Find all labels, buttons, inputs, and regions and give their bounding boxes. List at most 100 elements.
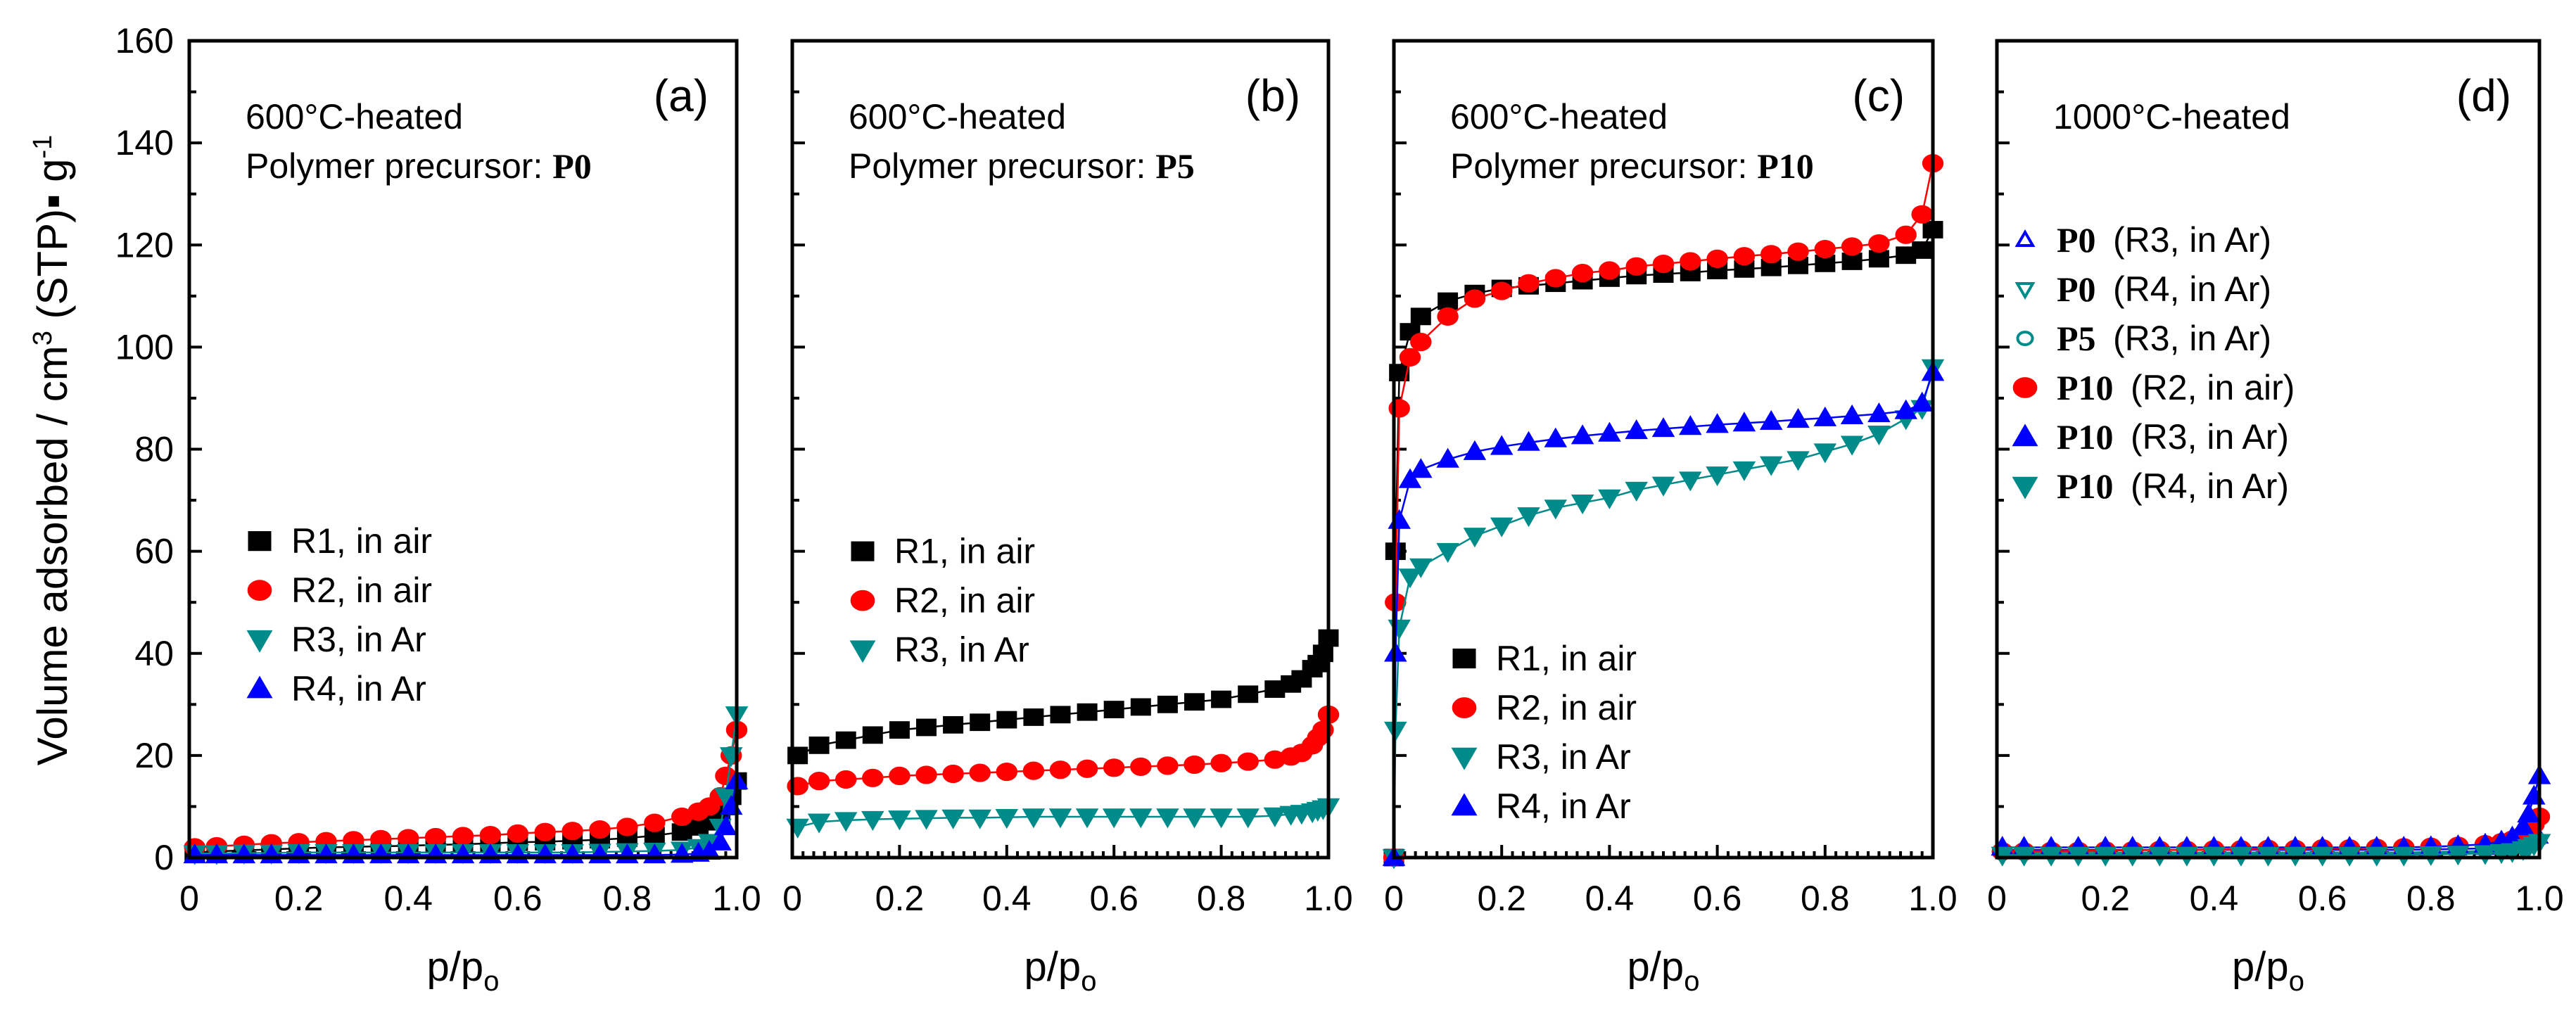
data-point <box>1814 239 1836 259</box>
x-tick-label: 0.2 <box>1477 879 1526 918</box>
data-point <box>1183 808 1206 829</box>
data-point <box>1841 237 1863 256</box>
data-point <box>889 766 911 786</box>
x-axis-label: p/po <box>1628 944 1700 997</box>
data-point <box>1490 435 1514 455</box>
data-point <box>1910 391 1934 412</box>
x-tick-label: 0 <box>179 879 199 918</box>
legend-marker <box>1451 747 1478 770</box>
data-point <box>915 765 937 784</box>
data-point <box>1463 440 1487 460</box>
x-tick-label: 0.8 <box>1801 879 1850 918</box>
x-tick-label: 0.4 <box>1585 879 1635 918</box>
data-point <box>1437 307 1459 326</box>
legend-marker <box>247 580 272 601</box>
data-point <box>534 822 556 841</box>
series-r1-in-air <box>787 629 1339 765</box>
data-point <box>2511 815 2535 836</box>
series-r4-in-ar <box>183 769 749 864</box>
data-point <box>1706 249 1728 268</box>
data-point <box>616 817 638 836</box>
data-point <box>1544 499 1568 520</box>
y-tick-label: 120 <box>115 225 174 265</box>
data-point <box>1157 756 1179 775</box>
data-point <box>1410 333 1432 352</box>
y-tick-label: 20 <box>134 736 174 775</box>
data-point <box>1238 685 1259 704</box>
data-point <box>889 721 910 739</box>
data-point <box>943 715 964 734</box>
panel-label: (b) <box>1245 70 1300 121</box>
data-point <box>1679 471 1702 492</box>
data-point <box>1312 720 1334 739</box>
data-point <box>1398 468 1422 488</box>
data-point <box>2523 784 2546 805</box>
panel-c: 0 0.2 0.4 0.6 0.8 1.0 p/po (c) 600°C-heated Polym… <box>1382 39 1958 997</box>
legend-label: P5 (R3, in Ar) <box>2057 319 2271 358</box>
data-point <box>1706 466 1729 487</box>
precursor-name: P0 <box>552 146 592 186</box>
data-point <box>1491 281 1513 300</box>
data-point <box>1157 695 1178 713</box>
data-point <box>507 824 528 843</box>
data-point <box>1759 409 1783 431</box>
legend-marker <box>2012 424 2038 447</box>
legend: R1, in air R2, in air R3, in Ar <box>849 532 1035 670</box>
data-point <box>996 762 1018 782</box>
data-point <box>1813 406 1837 426</box>
x-tick-label: 0.4 <box>383 879 433 918</box>
data-point <box>1732 412 1756 432</box>
series-r1-in-air <box>1383 221 1943 867</box>
data-point <box>1787 242 1809 261</box>
x-tick-label: 1.0 <box>1908 879 1958 918</box>
legend-precursor: P0 <box>2057 220 2096 260</box>
data-point <box>996 711 1017 729</box>
legend-marker <box>1452 648 1476 669</box>
data-point <box>1490 517 1514 537</box>
data-point <box>1049 760 1072 779</box>
y-tick-label: 160 <box>115 21 174 61</box>
panel-label: (c) <box>1852 70 1905 121</box>
data-point <box>424 827 447 847</box>
legend-precursor: P10 <box>2057 368 2114 407</box>
legend: R1, in air R2, in air R3, in Ar R4, in Ar <box>1451 639 1637 826</box>
legend-marker <box>2015 229 2036 247</box>
data-point <box>479 825 502 845</box>
data-point <box>916 718 937 737</box>
series-r3-in-ar <box>786 798 1340 839</box>
legend-marker <box>2015 281 2036 300</box>
data-point <box>1868 234 1890 253</box>
x-tick-label: 0.8 <box>1197 879 1246 918</box>
legend-marker <box>2012 476 2038 499</box>
data-point <box>1732 461 1756 481</box>
data-point <box>1463 528 1487 548</box>
x-tick-label: 1.0 <box>2515 879 2564 918</box>
data-point <box>1706 413 1729 433</box>
data-point <box>1679 415 1702 435</box>
data-point <box>1571 494 1594 515</box>
x-tick-label: 0.2 <box>2081 879 2130 918</box>
data-point <box>1598 489 1621 509</box>
annotation-text: 600°C-heated <box>849 97 1066 136</box>
data-point <box>1813 443 1837 464</box>
x-axis-label-subscript: o <box>1081 966 1096 997</box>
data-point <box>1237 752 1259 771</box>
annotation-text: Polymer precursor: P5 <box>849 146 1195 186</box>
data-point <box>1409 558 1433 578</box>
data-point <box>1680 252 1701 271</box>
panel-a: 0 20 40 60 80 100 120 140 160 0 0.2 0.4 0.6 0.8 1.0 p/p… <box>115 21 761 997</box>
data-point <box>1787 408 1810 428</box>
data-point <box>1075 808 1099 829</box>
data-point <box>589 820 611 839</box>
data-point <box>1211 690 1232 708</box>
y-tick-label: 140 <box>115 123 174 163</box>
data-point <box>1517 507 1540 528</box>
legend-marker <box>849 640 876 663</box>
data-point <box>1156 808 1179 829</box>
legend: P0 (R3, in Ar)P0 (R4, in Ar)P5 (R3, in Ar)P… <box>2012 220 2295 506</box>
data-point <box>1518 274 1540 293</box>
legend-marker <box>2012 377 2038 398</box>
data-point <box>787 777 808 796</box>
x-tick-label: 0.4 <box>982 879 1032 918</box>
annotation-text: Polymer precursor: P10 <box>1450 146 1814 186</box>
